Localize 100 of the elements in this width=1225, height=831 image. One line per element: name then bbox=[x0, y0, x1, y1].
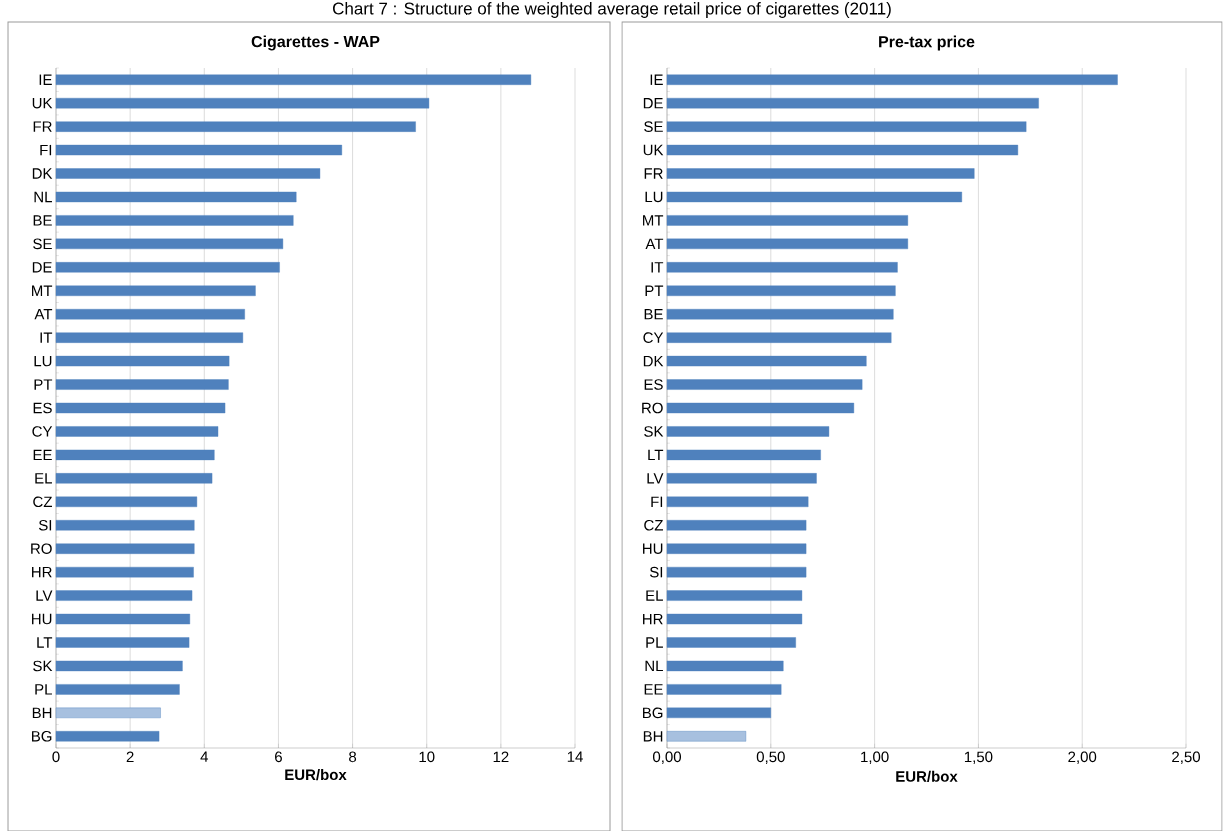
bar bbox=[55, 355, 230, 367]
y-tick-label: EL bbox=[646, 590, 663, 601]
y-tick-label: BH bbox=[32, 707, 52, 718]
y-tick-label: MT bbox=[32, 285, 53, 296]
y-tick-label: FI bbox=[40, 144, 52, 156]
y-tick-label: FR bbox=[33, 121, 52, 132]
y-tick-label: FI bbox=[651, 496, 663, 507]
x-tick-label: 4 bbox=[200, 751, 209, 762]
bar bbox=[666, 613, 803, 625]
bar bbox=[55, 637, 190, 648]
y-tick-label: SK bbox=[33, 660, 53, 672]
y-tick-label: RO bbox=[642, 402, 663, 414]
y-tick-label: PL bbox=[646, 637, 663, 648]
bar bbox=[55, 191, 297, 203]
x-tick-label: 8 bbox=[349, 751, 357, 763]
y-tick-label: AT bbox=[34, 309, 53, 320]
y-tick-label: DE bbox=[643, 98, 663, 109]
y-tick-label: EE bbox=[644, 684, 663, 695]
bar bbox=[666, 309, 894, 320]
bar bbox=[666, 285, 896, 296]
y-tick-label: DK bbox=[32, 168, 53, 179]
bar bbox=[666, 168, 975, 179]
y-tick-label: HR bbox=[643, 613, 663, 625]
x-axis-title: EUR/box bbox=[896, 770, 958, 782]
y-tick-label: RO bbox=[31, 543, 52, 554]
y-tick-label: SK bbox=[644, 426, 664, 437]
bar bbox=[55, 684, 180, 695]
x-tick-label: 2,50 bbox=[1172, 751, 1201, 764]
bar bbox=[666, 473, 817, 484]
y-tick-label: SI bbox=[38, 519, 52, 531]
bar bbox=[55, 332, 244, 343]
x-tick-label: 6 bbox=[275, 751, 282, 763]
bar bbox=[666, 684, 782, 695]
y-tick-label: SI bbox=[649, 566, 663, 578]
bar bbox=[666, 707, 772, 719]
caption: Chart 7 : Structure of the weighted average retail price of cigarettes (2011) bbox=[333, 2, 891, 18]
y-tick-label: CZ bbox=[644, 519, 663, 531]
bar bbox=[666, 238, 909, 250]
y-tick-label: AT bbox=[645, 238, 664, 250]
bar bbox=[55, 402, 226, 414]
y-tick-label: UK bbox=[32, 97, 53, 109]
y-tick-label: PL bbox=[35, 684, 52, 695]
x-tick-label: 0,00 bbox=[652, 751, 682, 764]
x-tick-label: 0,50 bbox=[756, 751, 785, 764]
x-tick-label: 0 bbox=[52, 751, 60, 763]
bar bbox=[666, 144, 1019, 156]
bar bbox=[666, 590, 803, 601]
y-tick-label: LT bbox=[37, 637, 53, 648]
bar bbox=[55, 97, 430, 109]
y-tick-label: IT bbox=[40, 332, 53, 343]
y-tick-label: MT bbox=[643, 215, 664, 226]
y-tick-label: IT bbox=[651, 262, 664, 273]
y-tick-label: CZ bbox=[33, 496, 52, 508]
y-tick-label: NL bbox=[645, 660, 663, 672]
bar bbox=[55, 520, 195, 531]
y-tick-label: ES bbox=[33, 402, 52, 414]
chart-title: Pre-tax price bbox=[879, 35, 975, 51]
y-tick-label: LU bbox=[645, 191, 663, 203]
bar bbox=[55, 660, 183, 672]
bar bbox=[666, 566, 807, 578]
y-tick-label: HR bbox=[32, 566, 52, 578]
y-tick-label: SE bbox=[644, 121, 663, 132]
bar bbox=[666, 332, 892, 343]
bar bbox=[666, 449, 821, 461]
bar bbox=[55, 238, 284, 250]
bar bbox=[55, 496, 198, 507]
bar bbox=[55, 543, 195, 554]
y-tick-label: BH bbox=[643, 731, 663, 742]
y-tick-label: PT bbox=[34, 379, 53, 390]
bar bbox=[55, 473, 213, 484]
y-tick-label: IE bbox=[39, 74, 52, 85]
y-tick-label: BG bbox=[32, 730, 52, 742]
x-tick-label: 14 bbox=[567, 751, 583, 762]
bar bbox=[55, 707, 161, 719]
bar bbox=[55, 449, 215, 461]
y-tick-label: HU bbox=[643, 543, 663, 554]
y-tick-label: PT bbox=[645, 285, 664, 296]
bar bbox=[666, 637, 796, 648]
y-tick-label: SE bbox=[33, 238, 52, 250]
y-tick-label: LU bbox=[34, 355, 52, 367]
bar bbox=[666, 215, 909, 226]
bar bbox=[666, 543, 807, 554]
bar bbox=[55, 285, 256, 296]
y-tick-label: ES bbox=[644, 379, 663, 390]
y-tick-label: LT bbox=[648, 449, 664, 461]
x-tick-label: 2 bbox=[126, 751, 134, 763]
x-tick-label: 12 bbox=[493, 751, 509, 763]
y-tick-label: LV bbox=[647, 473, 664, 484]
bar bbox=[666, 731, 747, 742]
bar bbox=[55, 731, 160, 742]
bar bbox=[666, 520, 807, 531]
bar bbox=[666, 97, 1039, 109]
bar bbox=[55, 590, 193, 601]
bar bbox=[666, 426, 830, 437]
bar bbox=[666, 379, 863, 390]
bar bbox=[55, 309, 245, 320]
bar bbox=[55, 121, 416, 132]
y-tick-label: CY bbox=[643, 332, 664, 343]
bar bbox=[666, 355, 867, 367]
y-tick-label: IE bbox=[650, 74, 663, 85]
